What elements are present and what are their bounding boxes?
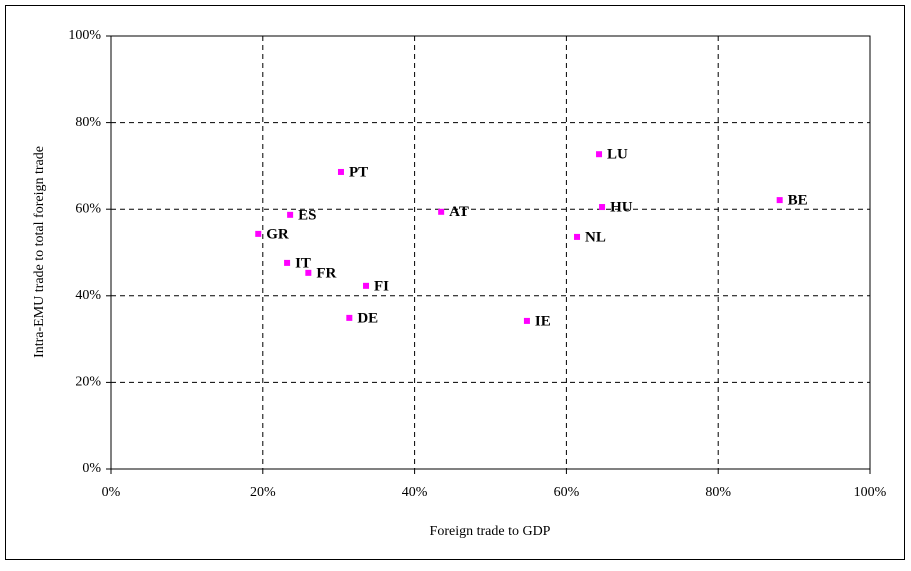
x-tick-label: 80%: [705, 485, 731, 500]
point-label: AT: [449, 204, 469, 220]
point-label: GR: [266, 226, 289, 242]
y-axis-label: Intra-EMU trade to total foreign trade: [32, 146, 47, 358]
point: [255, 230, 262, 237]
point-label: IT: [295, 255, 311, 271]
point: [363, 282, 370, 289]
point: [523, 317, 530, 324]
point: [346, 314, 353, 321]
x-tick-label: 0%: [102, 485, 121, 500]
x-tick-label: 60%: [554, 485, 580, 500]
y-tick-label: 40%: [75, 288, 101, 303]
point-label: LU: [607, 147, 628, 163]
point-label: IE: [535, 313, 551, 329]
point: [596, 151, 603, 158]
point-label: HU: [610, 199, 633, 215]
point-label: BE: [788, 193, 808, 209]
y-tick-label: 20%: [75, 375, 101, 390]
y-tick-label: 80%: [75, 115, 101, 130]
point: [337, 168, 344, 175]
point-label: FR: [316, 265, 336, 281]
y-tick-label: 100%: [68, 28, 101, 43]
point: [438, 208, 445, 215]
point: [284, 259, 291, 266]
y-tick-label: 60%: [75, 201, 101, 216]
x-axis-label: Foreign trade to GDP: [430, 524, 551, 539]
point: [287, 211, 294, 218]
y-tick-label: 0%: [82, 461, 101, 476]
plot-border: [110, 35, 871, 470]
point-label: ES: [298, 207, 316, 223]
x-tick-label: 40%: [402, 485, 428, 500]
point-label: FI: [374, 278, 389, 294]
point-label: DE: [357, 310, 378, 326]
x-tick-label: 100%: [854, 485, 887, 500]
point: [574, 233, 581, 240]
point-label: PT: [349, 164, 368, 180]
point-label: NL: [585, 229, 606, 245]
chart-frame: [5, 5, 905, 560]
point: [776, 197, 783, 204]
point: [305, 269, 312, 276]
x-tick-label: 20%: [250, 485, 276, 500]
point: [599, 204, 606, 211]
